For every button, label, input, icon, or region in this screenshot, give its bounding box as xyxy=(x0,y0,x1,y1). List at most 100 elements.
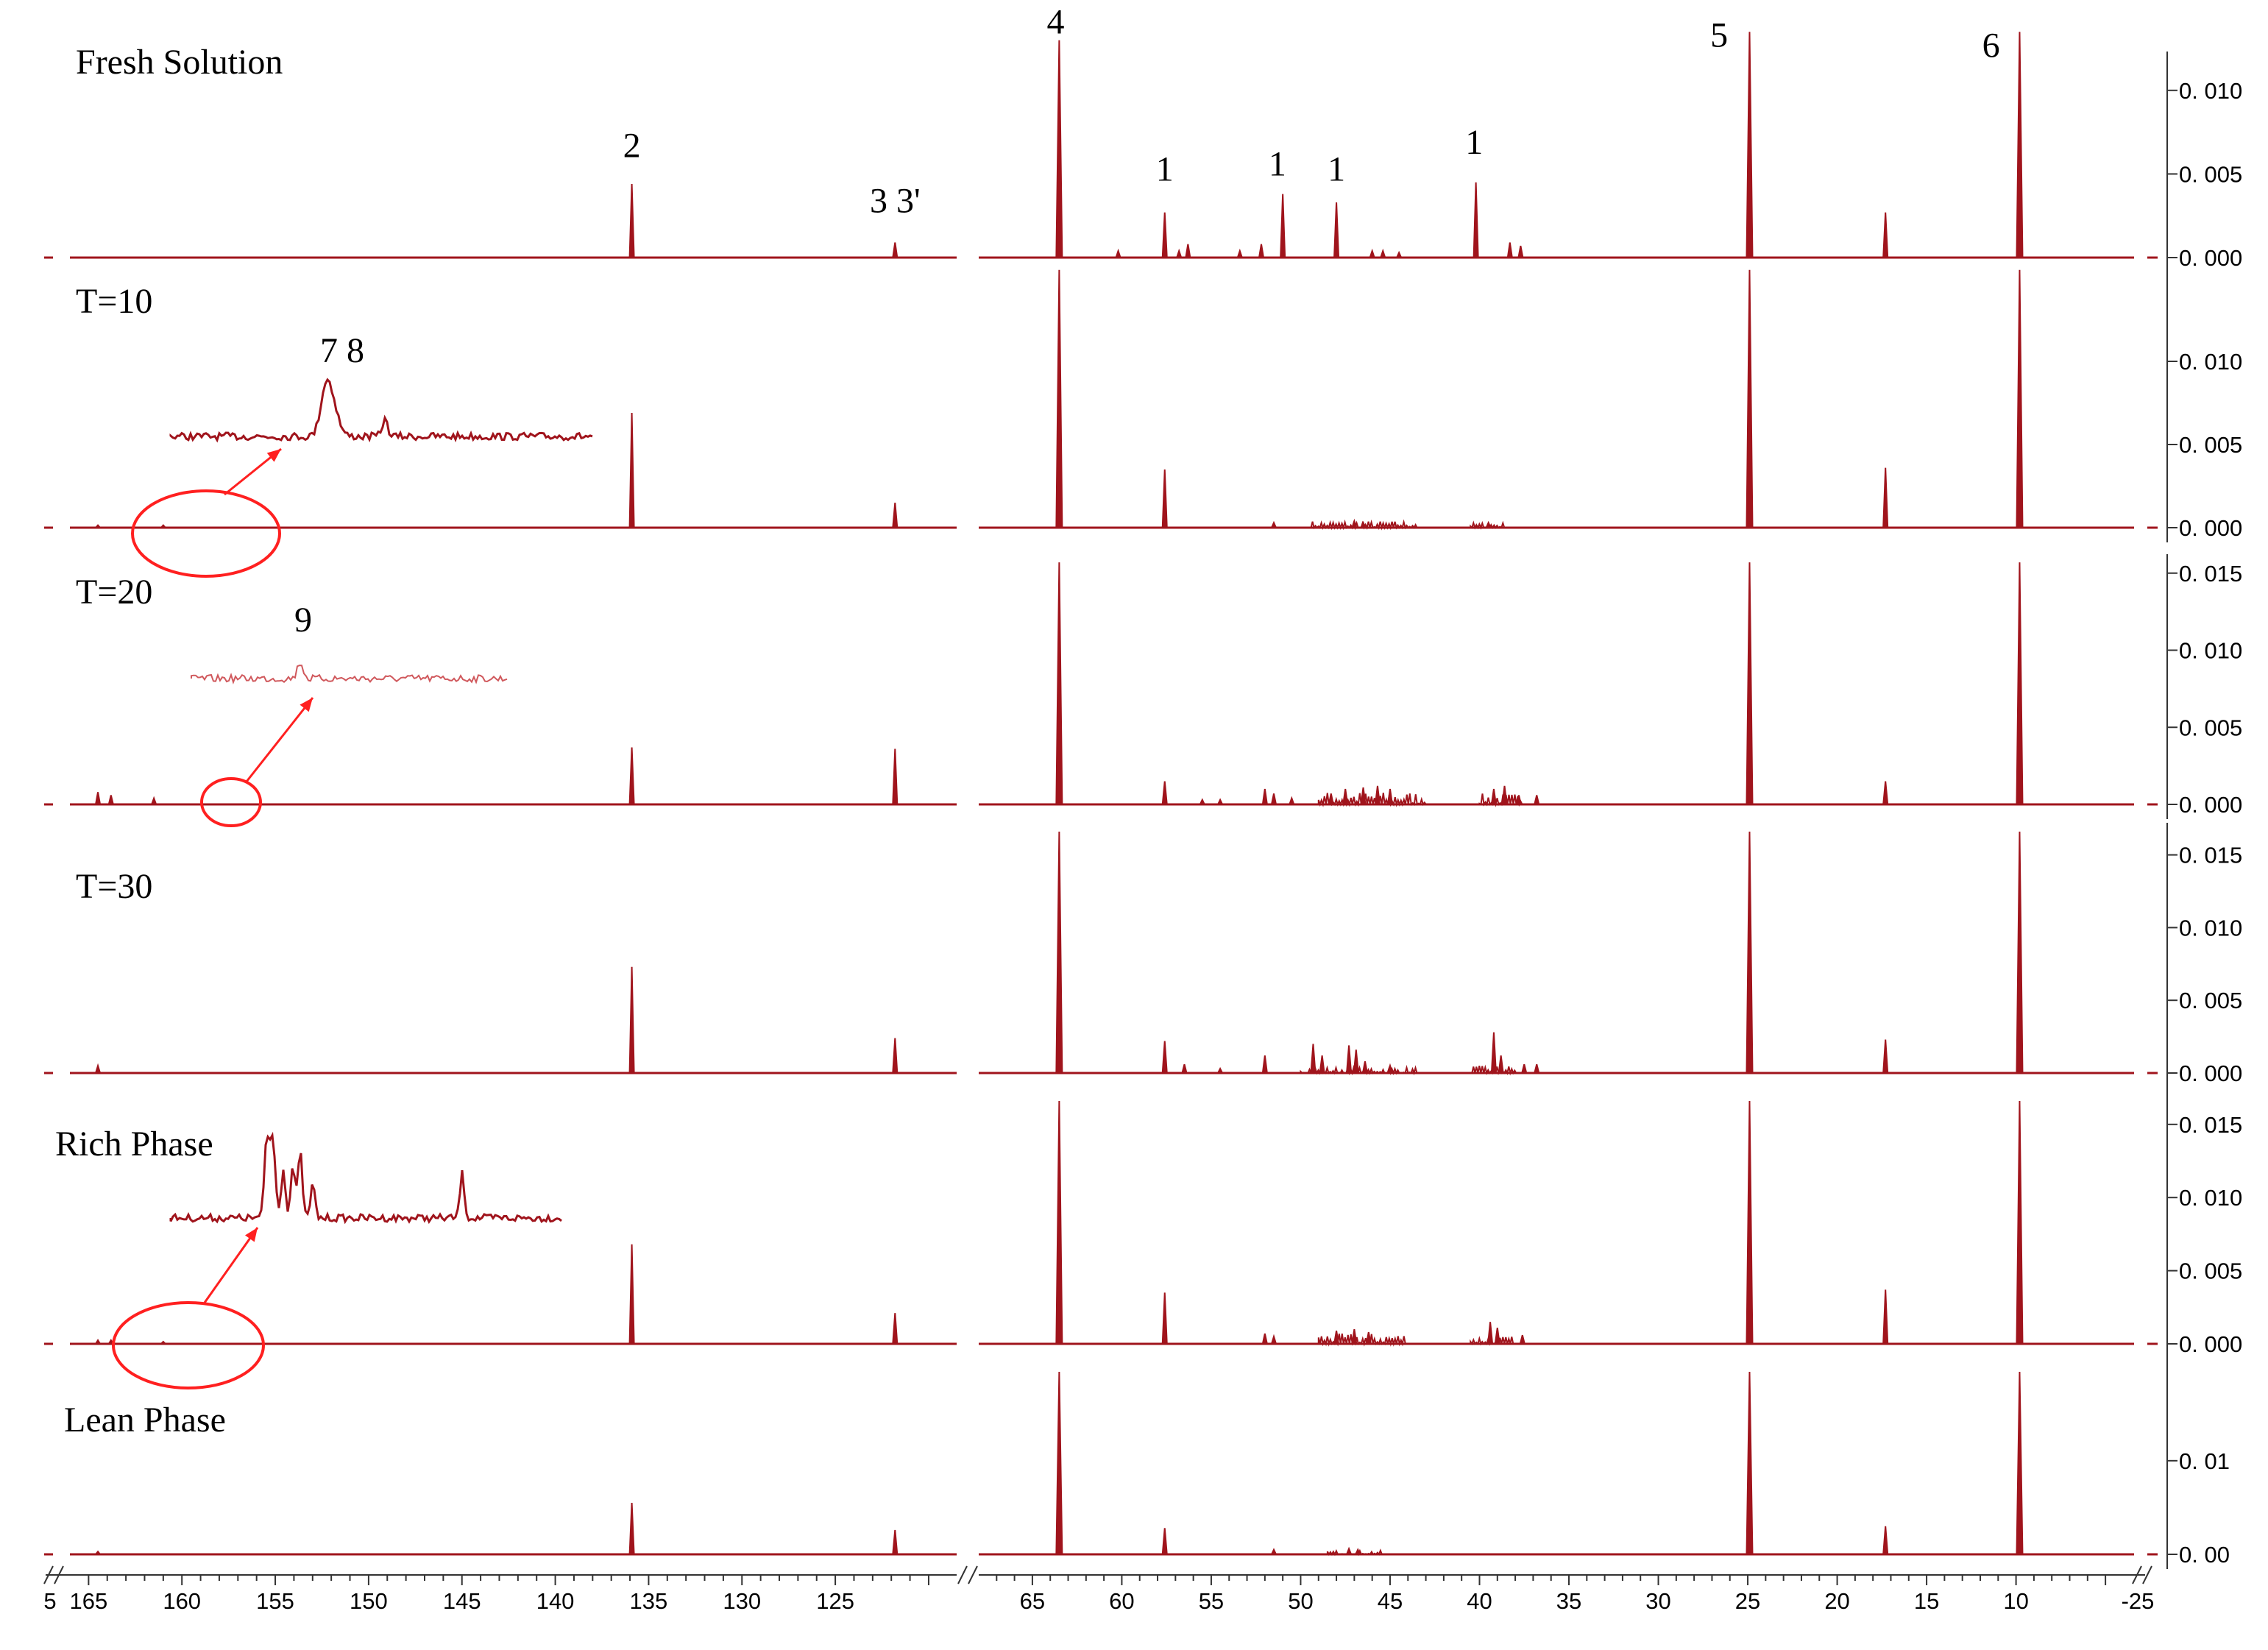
spectrum-peak xyxy=(1185,244,1191,258)
spectrum-peak xyxy=(1534,795,1540,805)
spectrum-peak xyxy=(1746,562,1754,805)
spectrum-peak xyxy=(1490,1032,1497,1074)
spectrum-peak xyxy=(1354,1548,1361,1555)
spectrum-peak xyxy=(1270,1548,1277,1555)
annotation-circle xyxy=(112,1301,265,1389)
annotation-arrowhead xyxy=(245,1228,258,1242)
spectrum-peak xyxy=(1882,781,1889,805)
spectrum-peak xyxy=(1270,793,1277,805)
spectrum-peak xyxy=(1485,520,1492,528)
annotation-arrowhead xyxy=(266,449,281,462)
spectrum-peak xyxy=(1515,795,1523,805)
spectrum-peak xyxy=(1055,831,1063,1074)
inset-trace xyxy=(169,378,593,443)
spectrum-panel xyxy=(44,562,2158,807)
y-tick-label: 0. 005 xyxy=(2179,715,2242,740)
spectrum-peak xyxy=(1490,788,1498,805)
spectrum-peak xyxy=(94,792,102,805)
spectrum-peak xyxy=(1258,244,1265,258)
spectrum-peak xyxy=(1236,248,1244,258)
x-tick-label: 30 xyxy=(1645,1588,1670,1614)
spectrum-peak xyxy=(1386,1063,1394,1074)
spectrum-peak xyxy=(2016,269,2024,528)
x-tick-label: 55 xyxy=(1199,1588,1224,1614)
spectrum-peak xyxy=(94,1339,102,1345)
spectrum-peak xyxy=(1882,1039,1889,1074)
spectrum-peak xyxy=(1310,1044,1316,1074)
spectrum-peak xyxy=(1333,1330,1340,1345)
noise-cluster xyxy=(1317,793,1427,807)
spectrum-peak xyxy=(1882,1289,1889,1345)
spectrum-peak xyxy=(1361,1061,1369,1074)
spectrum-peak xyxy=(892,503,899,528)
y-tick-label: 0. 000 xyxy=(2179,245,2242,271)
y-tick-label: 0. 000 xyxy=(2179,792,2242,818)
spectrum-peak xyxy=(1161,1292,1168,1345)
y-tick-label: 0. 000 xyxy=(2179,515,2242,541)
panel-label: T=20 xyxy=(76,573,152,612)
x-tick-label: 10 xyxy=(2003,1588,2028,1614)
y-tick-label: 0. 015 xyxy=(2179,843,2242,868)
spectrum-peak xyxy=(1359,520,1367,528)
panel-label: T=10 xyxy=(76,282,152,321)
x-tick-label: 50 xyxy=(1288,1588,1313,1614)
y-tick-label: 0. 010 xyxy=(2179,915,2242,941)
noise-cluster xyxy=(1317,1334,1408,1347)
y-tick-label: 0. 000 xyxy=(2179,1331,2242,1357)
x-tick-label: 5 xyxy=(43,1588,56,1614)
spectrum-panel xyxy=(44,32,2158,259)
spectrum-peak xyxy=(1395,250,1403,258)
x-tick-label: 150 xyxy=(350,1588,388,1614)
y-tick-label: 0. 010 xyxy=(2179,349,2242,375)
spectrum-panel xyxy=(44,1100,2158,1347)
annotation-circle xyxy=(131,489,281,578)
spectrum-peak xyxy=(1261,1333,1269,1345)
spectrum-peak xyxy=(628,1503,635,1555)
x-tick-label: 40 xyxy=(1467,1588,1492,1614)
spectrum-peak xyxy=(1746,1371,1754,1555)
annotation-arrow xyxy=(203,1227,259,1303)
spectrum-peak xyxy=(1386,788,1394,805)
spectrum-peak xyxy=(892,1529,899,1555)
spectrum-peak xyxy=(1520,1063,1528,1074)
x-tick-label: 35 xyxy=(1556,1588,1581,1614)
annotation-circle xyxy=(200,777,262,827)
spectrum-peak xyxy=(1365,1331,1372,1345)
spectrum-peak xyxy=(1319,1055,1325,1074)
spectrum-peak xyxy=(1350,518,1358,528)
spectrum-peak xyxy=(1345,1546,1353,1555)
spectrum-peak xyxy=(1501,785,1508,805)
spectrum-peak xyxy=(1161,212,1168,258)
spectrum-peak xyxy=(1379,248,1386,258)
x-tick-label: 140 xyxy=(536,1588,575,1614)
spectrum-peak xyxy=(1261,1055,1268,1074)
spectrum-peak xyxy=(1175,248,1183,258)
spectrum-peak xyxy=(1342,788,1349,805)
spectrum-peak xyxy=(2016,562,2024,805)
x-tick-label: 135 xyxy=(630,1588,668,1614)
spectrum-peak xyxy=(628,184,635,258)
x-tick-label: 45 xyxy=(1378,1588,1403,1614)
y-tick-label: 0. 00 xyxy=(2179,1542,2230,1568)
spectrum-panel xyxy=(44,1371,2158,1557)
spectrum-peak xyxy=(1055,562,1063,805)
spectrum-peak xyxy=(107,795,115,805)
spectrum-peak xyxy=(1360,787,1367,805)
inset-peak-label: 7 8 xyxy=(320,331,364,370)
inset-trace xyxy=(191,665,508,684)
spectrum-peak xyxy=(159,1340,168,1345)
x-tick-label: 165 xyxy=(70,1588,108,1614)
spectrum-peak xyxy=(1486,1322,1494,1345)
spectrum-peak xyxy=(1333,202,1340,258)
peak-label: 1 xyxy=(1465,123,1483,162)
y-tick-label: 0. 01 xyxy=(2179,1448,2230,1474)
spectrum-peak xyxy=(892,242,899,258)
spectrum-peak xyxy=(93,1550,102,1555)
spectrum-peak xyxy=(1882,212,1889,258)
spectrum-peak xyxy=(1882,467,1889,528)
peak-label: 1 xyxy=(1156,149,1174,188)
spectrum-peak xyxy=(93,524,102,528)
y-tick-label: 0. 005 xyxy=(2179,161,2242,187)
spectrum-peak xyxy=(1519,1334,1526,1345)
